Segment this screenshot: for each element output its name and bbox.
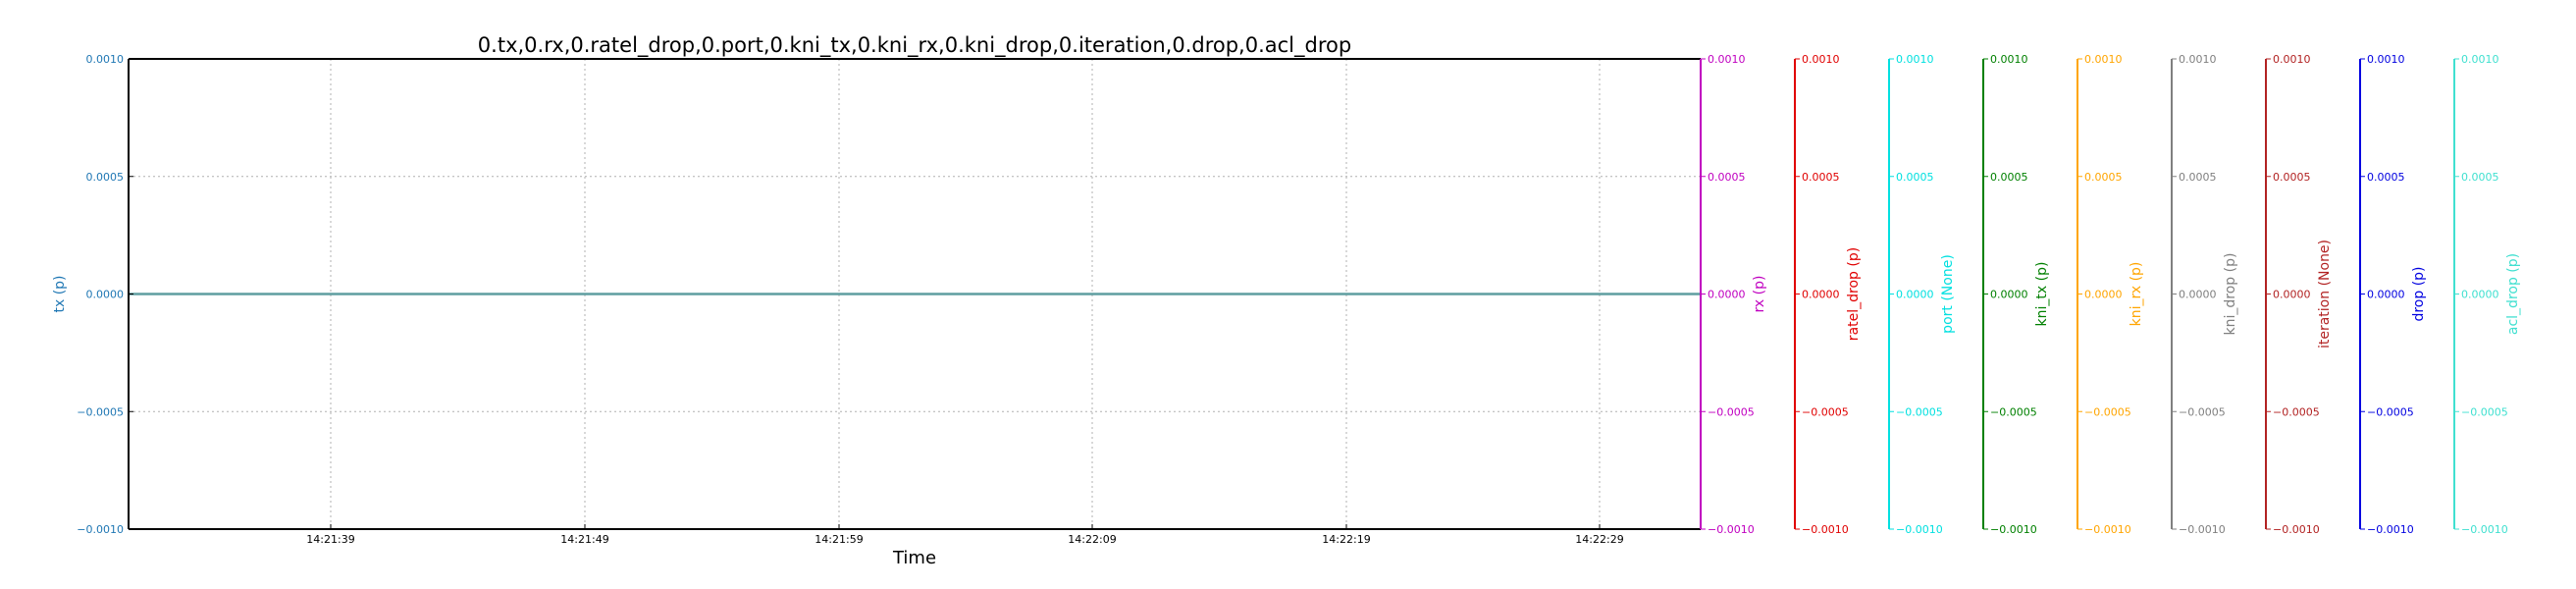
y-tick-label: 0.0010 bbox=[1708, 53, 1746, 66]
y-axis-label: port (None) bbox=[1940, 254, 1956, 334]
y-tick-label: 0.0000 bbox=[2461, 289, 2499, 301]
chart-title: 0.tx,0.rx,0.ratel_drop,0.port,0.kni_tx,0… bbox=[478, 33, 1351, 58]
y-tick-label: 0.0010 bbox=[2084, 53, 2123, 66]
y-tick-label: 0.0000 bbox=[1708, 289, 1746, 301]
y-tick-label: −0.0005 bbox=[1802, 405, 1849, 418]
y-tick-label: 0.0000 bbox=[2367, 289, 2405, 301]
y-axis: 0.0010 0.0005 0.0000 −0.0005 −0.0010 acl_drop… bbox=[2453, 53, 2521, 536]
y-axis: 0.0010 0.0005 0.0000 −0.0005 −0.0010 kni_tx (… bbox=[1982, 53, 2050, 536]
x-ticks: 14:21:39 14:21:49 14:21:59 14:22:09 14:22:19… bbox=[306, 524, 1624, 546]
y-tick-label: −0.0005 bbox=[2273, 405, 2320, 418]
y-axis: 0.0010 0.0005 0.0000 −0.0005 −0.0010 kni_drop… bbox=[2171, 53, 2238, 536]
y-axis-label: ratel_drop (p) bbox=[1846, 247, 1862, 341]
y-axis: 0.0010 0.0005 0.0000 −0.0005 −0.0010 port (No… bbox=[1888, 53, 1956, 536]
x-tick-label: 14:22:09 bbox=[1068, 533, 1116, 546]
y-tick-label: 0.0010 bbox=[2273, 53, 2311, 66]
y-tick-label: 0.0000 bbox=[1990, 289, 2028, 301]
y-tick-label: 0.0000 bbox=[86, 289, 125, 301]
y-tick-label: −0.0010 bbox=[1990, 523, 2037, 536]
y-axis: 0.0010 0.0005 0.0000 −0.0005 −0.0010 kni_rx (… bbox=[2077, 53, 2144, 536]
y-tick-label: 0.0005 bbox=[2367, 171, 2405, 184]
y-tick-label: −0.0010 bbox=[2367, 523, 2414, 536]
y-tick-label: −0.0010 bbox=[1896, 523, 1943, 536]
y-tick-label: −0.0010 bbox=[2273, 523, 2320, 536]
y-tick-label: −0.0005 bbox=[2084, 405, 2131, 418]
y-tick-label: −0.0010 bbox=[2179, 523, 2226, 536]
y-axis-label: acl_drop (p) bbox=[2505, 253, 2521, 335]
y-axis: 0.0010 0.0005 0.0000 −0.0005 −0.0010 rx (p) bbox=[1700, 53, 1767, 536]
y-tick-label: 0.0005 bbox=[86, 171, 125, 184]
y-tick-label: −0.0010 bbox=[1708, 523, 1755, 536]
y-tick-label: −0.0005 bbox=[77, 405, 124, 418]
y-tick-label: 0.0005 bbox=[2084, 171, 2123, 184]
y-axis: 0.0010 0.0005 0.0000 −0.0005 −0.0010 ratel_dr… bbox=[1794, 53, 1862, 536]
y-tick-label: 0.0000 bbox=[2179, 289, 2217, 301]
y-tick-label: 0.0005 bbox=[2179, 171, 2217, 184]
y-axis-label: iteration (None) bbox=[2317, 240, 2333, 348]
y-axis-label: drop (p) bbox=[2411, 266, 2427, 321]
y-axis-label: rx (p) bbox=[1752, 276, 1767, 313]
y-axis-label: kni_drop (p) bbox=[2223, 253, 2238, 336]
y-tick-label: 0.0010 bbox=[1896, 53, 1934, 66]
x-tick-label: 14:21:39 bbox=[306, 533, 354, 546]
x-tick-label: 14:21:59 bbox=[815, 533, 863, 546]
y-tick-label: −0.0005 bbox=[1896, 405, 1943, 418]
y-tick-label: 0.0010 bbox=[2367, 53, 2405, 66]
x-tick-label: 14:21:49 bbox=[560, 533, 608, 546]
y-tick-label: 0.0010 bbox=[1990, 53, 2028, 66]
y-tick-label: −0.0005 bbox=[1990, 405, 2037, 418]
y-tick-label: 0.0005 bbox=[2273, 171, 2311, 184]
y-tick-label: −0.0010 bbox=[77, 523, 124, 536]
y-tick-label: −0.0010 bbox=[1802, 523, 1849, 536]
y-tick-label: −0.0010 bbox=[2084, 523, 2131, 536]
y-tick-label: 0.0010 bbox=[2461, 53, 2499, 66]
y-tick-label: 0.0005 bbox=[1896, 171, 1934, 184]
y-axis-label: tx (p) bbox=[52, 275, 68, 312]
x-tick-label: 14:22:29 bbox=[1575, 533, 1623, 546]
y-tick-label: −0.0005 bbox=[2461, 405, 2508, 418]
y-tick-label: 0.0005 bbox=[1990, 171, 2028, 184]
y-tick-label: 0.0010 bbox=[1802, 53, 1840, 66]
plot-area bbox=[129, 58, 1701, 530]
x-tick-label: 14:22:19 bbox=[1322, 533, 1370, 546]
y-tick-label: 0.0000 bbox=[2273, 289, 2311, 301]
y-axis: 0.0010 0.0005 0.0000 −0.0005 −0.0010 iteratio… bbox=[2265, 53, 2333, 536]
y-tick-label: 0.0010 bbox=[86, 53, 125, 66]
y-tick-label: 0.0010 bbox=[2179, 53, 2217, 66]
y-tick-label: 0.0005 bbox=[2461, 171, 2499, 184]
y-axis: 0.0010 0.0005 0.0000 −0.0005 −0.0010 tx (p) bbox=[52, 53, 133, 536]
y-tick-label: 0.0000 bbox=[1802, 289, 1840, 301]
y-tick-label: −0.0005 bbox=[2367, 405, 2414, 418]
x-axis-label: Time bbox=[892, 548, 936, 568]
y-tick-label: 0.0000 bbox=[2084, 289, 2123, 301]
y-tick-label: 0.0005 bbox=[1802, 171, 1840, 184]
y-axis-label: kni_rx (p) bbox=[2129, 262, 2144, 327]
y-axis-label: kni_tx (p) bbox=[2034, 262, 2050, 327]
y-tick-label: −0.0005 bbox=[1708, 405, 1755, 418]
y-tick-label: 0.0005 bbox=[1708, 171, 1746, 184]
y-tick-label: −0.0010 bbox=[2461, 523, 2508, 536]
y-tick-label: 0.0000 bbox=[1896, 289, 1934, 301]
y-tick-label: −0.0005 bbox=[2179, 405, 2226, 418]
y-axis: 0.0010 0.0005 0.0000 −0.0005 −0.0010 drop (p) bbox=[2359, 53, 2427, 536]
